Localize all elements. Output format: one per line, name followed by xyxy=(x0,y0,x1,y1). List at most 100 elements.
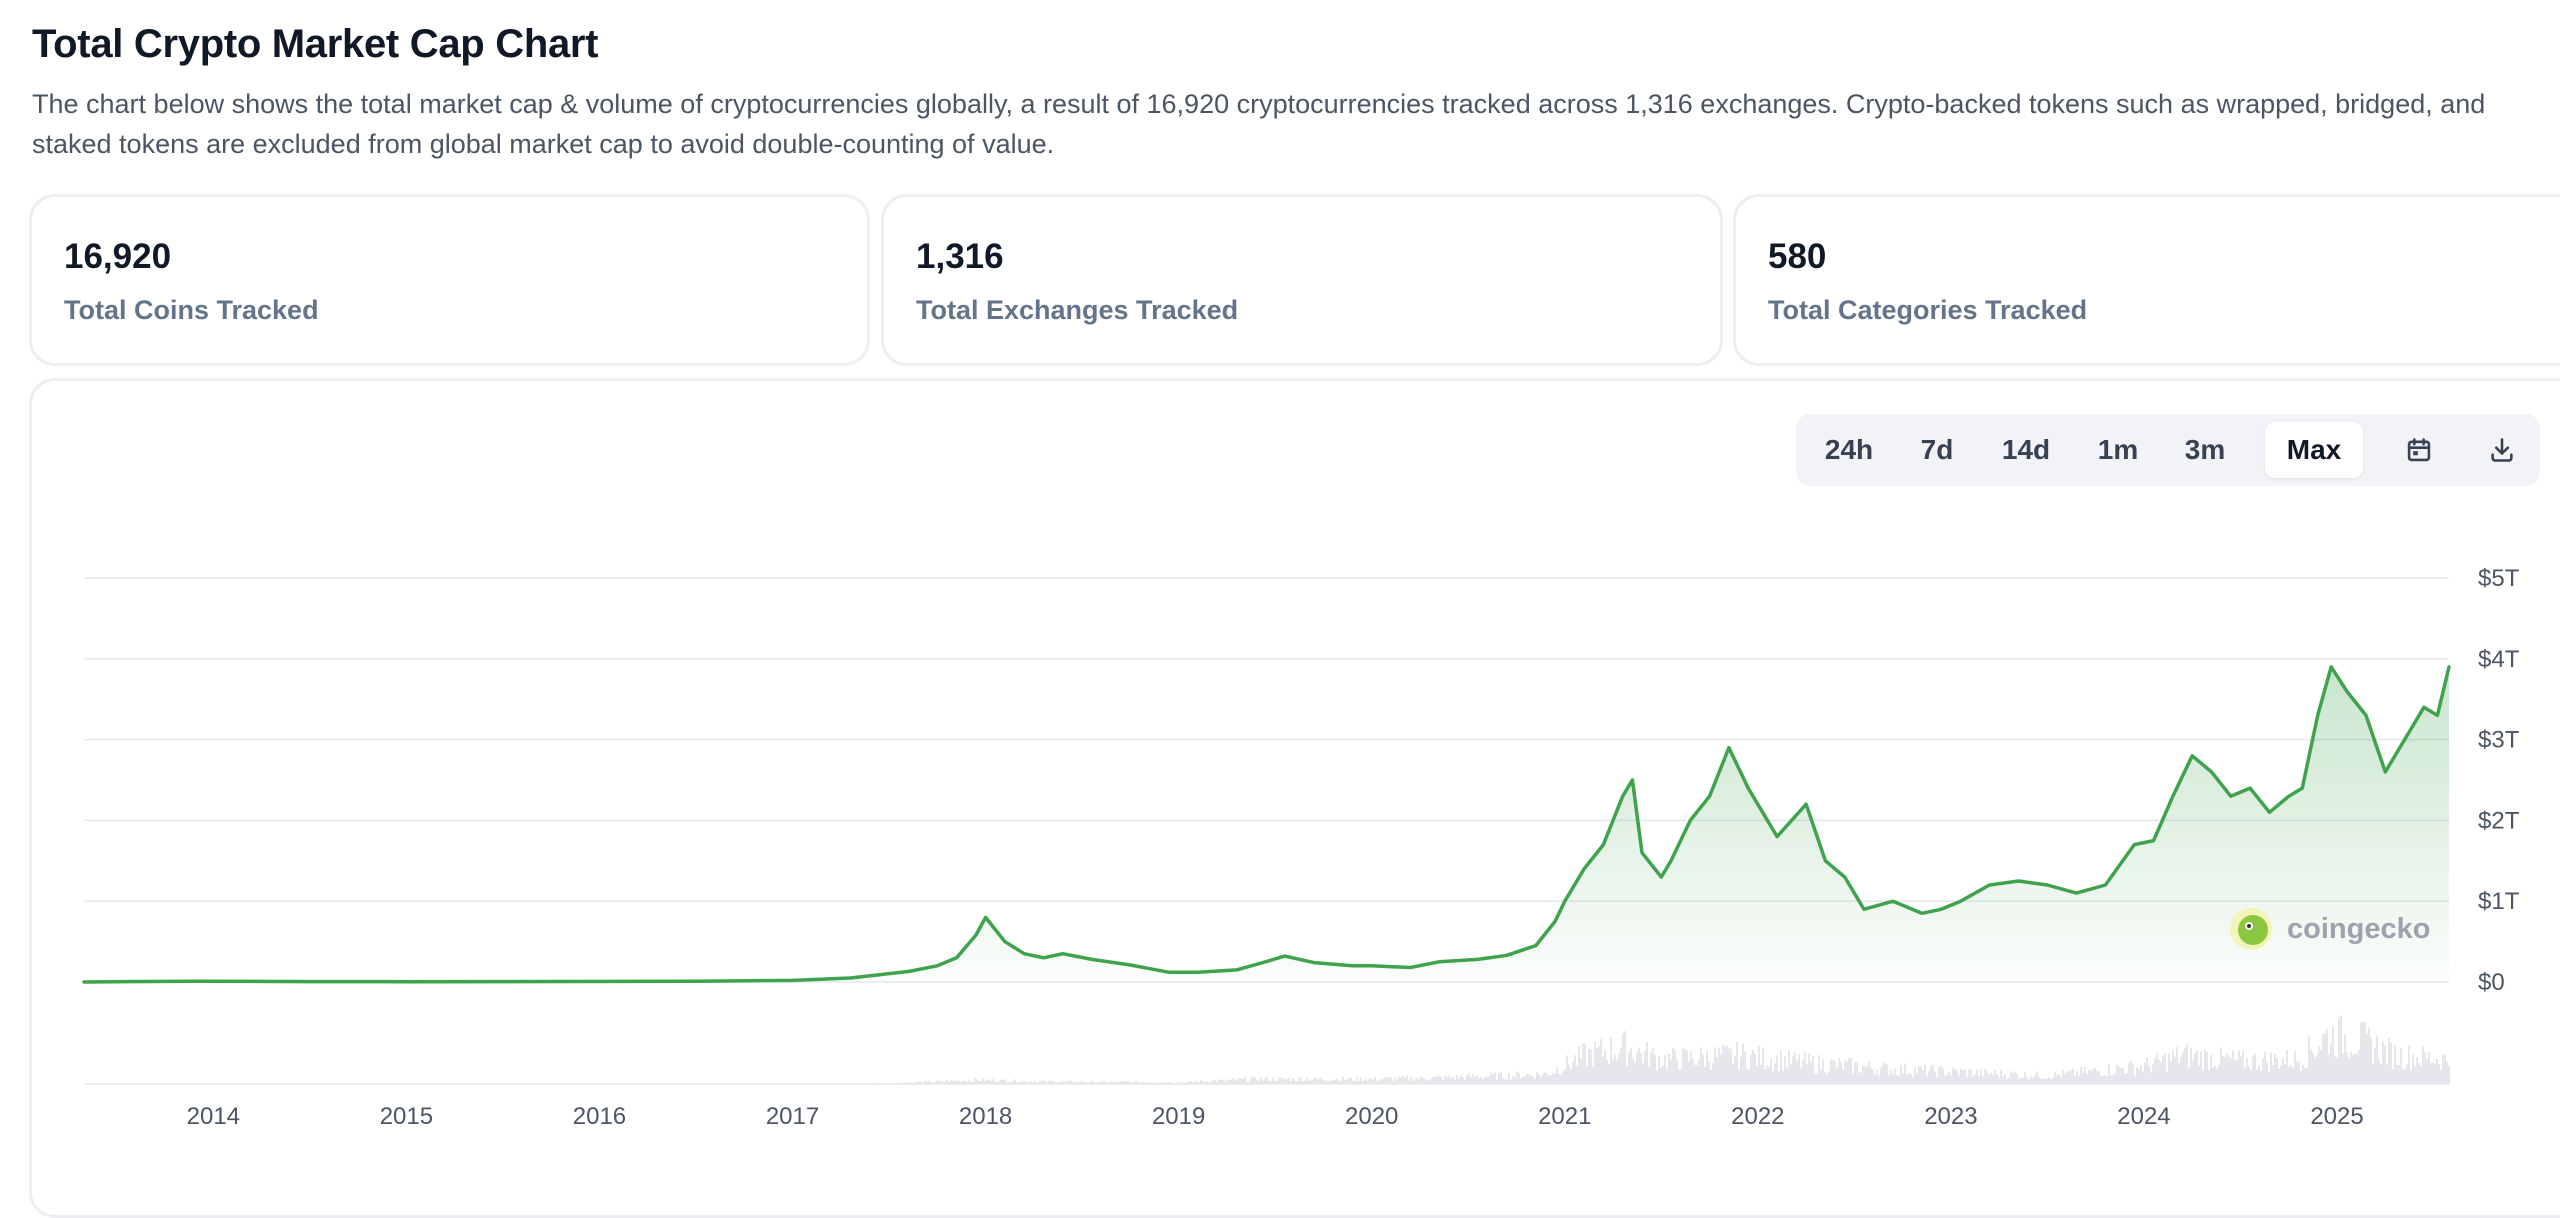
volume-bar xyxy=(1152,1083,1154,1084)
volume-bar xyxy=(1120,1081,1122,1084)
volume-bar xyxy=(1216,1082,1218,1084)
volume-bar xyxy=(2102,1076,2104,1084)
volume-bar xyxy=(2138,1069,2140,1084)
volume-bar xyxy=(1012,1081,1014,1084)
volume-bar xyxy=(1240,1079,1242,1084)
volume-bar xyxy=(1720,1055,1722,1084)
volume-bar xyxy=(2014,1073,2016,1084)
volume-bar xyxy=(862,1083,864,1084)
volume-bar xyxy=(1502,1078,1504,1084)
volume-bar xyxy=(882,1083,884,1084)
volume-bar xyxy=(1460,1076,1462,1084)
volume-bar xyxy=(2420,1066,2422,1084)
volume-bar xyxy=(1760,1065,1762,1084)
volume-bar xyxy=(910,1082,912,1084)
volume-bar xyxy=(2344,1035,2346,1084)
volume-bar xyxy=(1738,1069,1740,1084)
volume-bar xyxy=(2382,1041,2384,1084)
volume-bar xyxy=(844,1083,846,1084)
volume-bar xyxy=(1668,1054,1670,1084)
volume-bar xyxy=(2222,1056,2224,1084)
volume-bar xyxy=(1242,1079,1244,1084)
volume-bar xyxy=(2220,1047,2222,1084)
volume-bar xyxy=(896,1083,898,1084)
volume-bar xyxy=(1368,1079,1370,1084)
watermark-text: coingecko xyxy=(2287,913,2430,945)
volume-bar xyxy=(2318,1047,2320,1084)
volume-bar xyxy=(1158,1083,1160,1084)
volume-bar xyxy=(1536,1072,1538,1084)
volume-bar xyxy=(1848,1059,1850,1084)
volume-bar xyxy=(950,1080,952,1084)
volume-bar xyxy=(1010,1082,1012,1084)
volume-bar xyxy=(2386,1064,2388,1084)
volume-bar xyxy=(996,1082,998,1084)
volume-bar xyxy=(1118,1082,1120,1084)
volume-bar xyxy=(2276,1058,2278,1084)
volume-bar xyxy=(2218,1065,2220,1084)
volume-bar xyxy=(1382,1079,1384,1084)
volume-bar xyxy=(1276,1081,1278,1084)
volume-bar xyxy=(1800,1068,1802,1084)
volume-bar xyxy=(1420,1076,1422,1084)
volume-bar xyxy=(994,1082,996,1084)
volume-bar xyxy=(1770,1059,1772,1084)
volume-bar xyxy=(1210,1082,1212,1084)
volume-bar xyxy=(2234,1060,2236,1084)
volume-bar xyxy=(1282,1078,1284,1084)
volume-bar xyxy=(1030,1081,1032,1084)
volume-bar xyxy=(1280,1078,1282,1084)
volume-bar xyxy=(1516,1071,1518,1084)
volume-bar xyxy=(1056,1083,1058,1084)
volume-bar xyxy=(1100,1081,1102,1084)
volume-bar xyxy=(2334,1056,2336,1084)
volume-bar xyxy=(1062,1081,1064,1084)
volume-bar xyxy=(2352,1055,2354,1084)
volume-bar xyxy=(2262,1058,2264,1084)
volume-bar xyxy=(990,1081,992,1084)
volume-bar xyxy=(1736,1042,1738,1084)
volume-bar xyxy=(1178,1082,1180,1084)
volume-bar xyxy=(874,1083,876,1084)
volume-bar xyxy=(2246,1058,2248,1084)
volume-bar xyxy=(2254,1054,2256,1084)
volume-bar xyxy=(1616,1060,1618,1084)
volume-bar xyxy=(1350,1077,1352,1084)
volume-bar xyxy=(2092,1069,2094,1084)
volume-bar xyxy=(1504,1079,1506,1084)
volume-bar xyxy=(1484,1076,1486,1084)
volume-bar xyxy=(2290,1065,2292,1084)
volume-bar xyxy=(1688,1061,1690,1084)
volume-bar xyxy=(2248,1067,2250,1084)
volume-bar xyxy=(850,1083,852,1084)
area-layer xyxy=(84,667,2449,982)
volume-bar xyxy=(2400,1048,2402,1084)
volume-bar xyxy=(2302,1065,2304,1084)
volume-bar xyxy=(1686,1050,1688,1084)
volume-bar xyxy=(2050,1079,2052,1084)
volume-bar xyxy=(1302,1082,1304,1084)
volume-bar xyxy=(1576,1065,1578,1084)
volume-bar xyxy=(894,1083,896,1084)
volume-bar xyxy=(906,1083,908,1084)
volume-bar xyxy=(1102,1081,1104,1084)
volume-bar xyxy=(1534,1079,1536,1084)
volume-bar xyxy=(974,1078,976,1084)
volume-bar xyxy=(1006,1082,1008,1084)
volume-bar xyxy=(870,1083,872,1084)
volume-bar xyxy=(1528,1074,1530,1084)
volume-bar xyxy=(1660,1068,1662,1084)
volume-bar xyxy=(2272,1065,2274,1084)
volume-bar xyxy=(814,1083,816,1084)
volume-bar xyxy=(1818,1055,1820,1084)
volume-bar xyxy=(2370,1038,2372,1084)
volume-bar xyxy=(2032,1078,2034,1084)
volume-bar xyxy=(1762,1048,1764,1084)
volume-bar xyxy=(1234,1079,1236,1084)
volume-bar xyxy=(2270,1053,2272,1084)
volume-bar xyxy=(2022,1078,2024,1084)
volume-bar xyxy=(2356,1053,2358,1084)
volume-bar xyxy=(1712,1064,1714,1084)
volume-bar xyxy=(1922,1070,1924,1084)
volume-bar xyxy=(1520,1079,1522,1084)
